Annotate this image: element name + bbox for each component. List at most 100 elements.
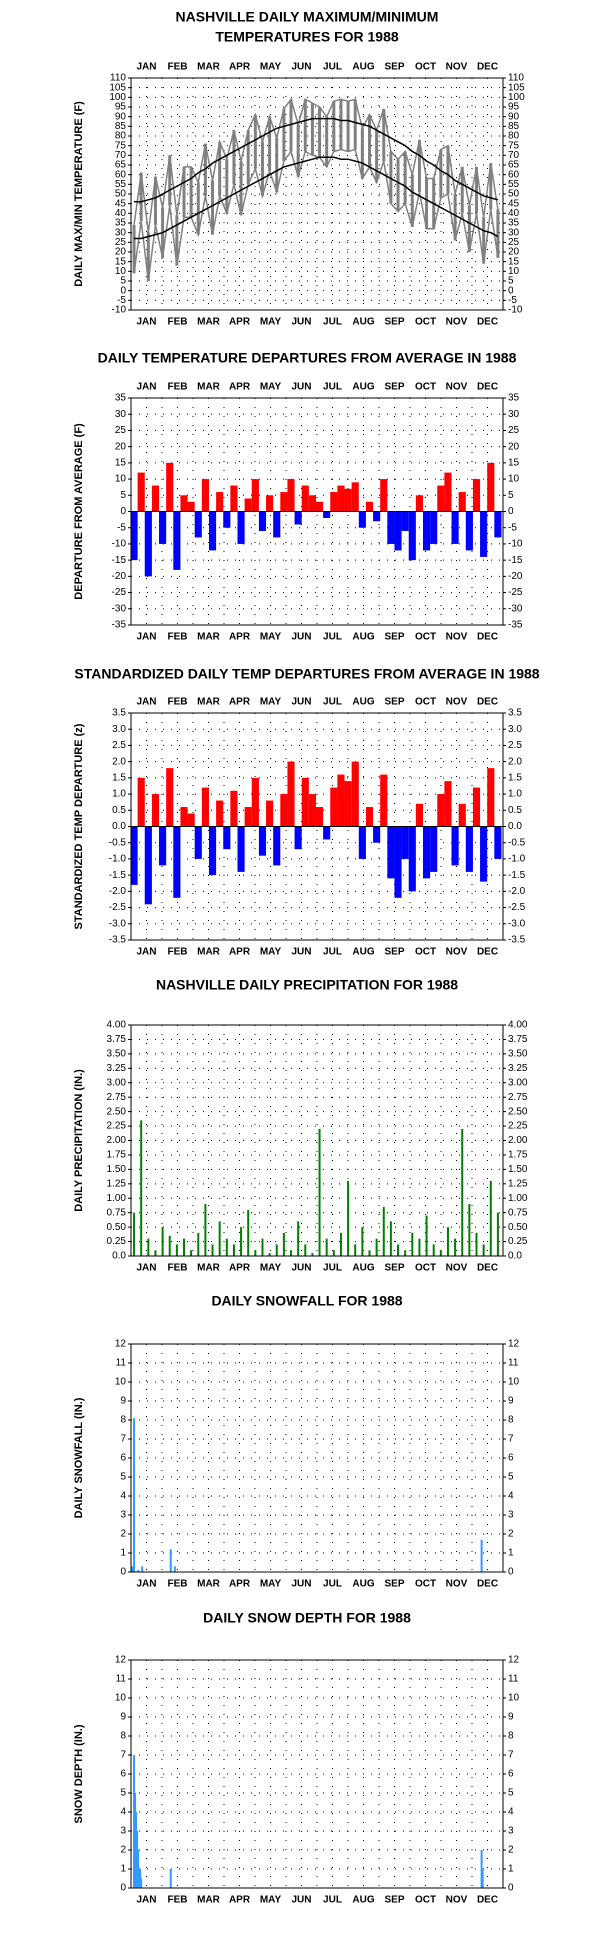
month-label: DEC: [477, 632, 498, 643]
month-label: FEB: [168, 1579, 188, 1590]
month-label: JUL: [323, 317, 342, 328]
chart-title: DAILY SNOW DEPTH FOR 1988: [203, 1610, 411, 1626]
series-line: [134, 117, 499, 203]
y-tick-label: 55: [115, 179, 127, 190]
bar: [315, 501, 324, 512]
y-axis-label: SNOW DEPTH (IN.): [73, 1724, 85, 1823]
y-axis-label: DAILY PRECIPITATION (IN.): [73, 1069, 85, 1212]
bar: [389, 1221, 392, 1256]
chart-title: STANDARDIZED DAILY TEMP DEPARTURES FROM …: [74, 666, 539, 682]
y-tick-label: 1: [120, 1548, 126, 1559]
y-tick-label: 100: [109, 92, 126, 103]
y-tick-label: 2: [120, 1529, 126, 1540]
bar: [465, 826, 473, 872]
month-label-top: MAR: [197, 382, 221, 393]
month-label-top: JAN: [136, 382, 156, 393]
y-tick-label-right: 1: [508, 1548, 514, 1559]
bar: [166, 768, 174, 827]
bar: [187, 813, 195, 827]
bar: [244, 498, 252, 512]
y-tick-label: 10: [115, 1377, 127, 1388]
month-label: DEC: [477, 1263, 498, 1274]
y-tick-label: 3.5: [112, 708, 126, 719]
y-tick-label: 10: [115, 1693, 127, 1704]
bar: [408, 826, 416, 892]
bar: [444, 781, 452, 827]
y-tick-label-right: 30: [508, 409, 520, 420]
y-tick-label-right: 30: [508, 227, 520, 238]
y-tick-label-right: 4: [508, 1807, 514, 1818]
month-label-top: APR: [229, 697, 251, 708]
month-label: MAY: [260, 632, 282, 643]
bar: [204, 1204, 207, 1256]
bar: [487, 462, 495, 512]
y-tick-label-right: -30: [508, 603, 523, 614]
bar: [194, 511, 202, 538]
month-label: DEC: [477, 947, 498, 958]
month-label: AUG: [352, 1263, 374, 1274]
plot-frame: [130, 1024, 504, 1257]
y-tick-label-right: 8: [508, 1731, 514, 1742]
y-tick-label: -10: [112, 305, 127, 316]
bar: [387, 511, 395, 544]
month-label-top: APR: [229, 62, 251, 73]
bar: [404, 1250, 407, 1256]
bar: [387, 826, 395, 879]
y-tick-label: -35: [112, 620, 127, 631]
month-label: MAR: [197, 1579, 221, 1590]
month-label: OCT: [415, 1895, 436, 1906]
y-tick-label: 15: [115, 256, 127, 267]
y-tick-label-right: 7: [508, 1750, 514, 1761]
bar: [133, 1418, 136, 1572]
bar: [308, 794, 316, 827]
y-tick-label: 11: [116, 1358, 127, 1369]
y-tick-label: 1.25: [107, 1178, 127, 1189]
bar: [461, 1128, 464, 1256]
bar: [208, 826, 217, 876]
month-label-top: DEC: [477, 62, 498, 73]
y-tick-label-right: 2.75: [508, 1092, 528, 1103]
bar: [225, 1238, 228, 1256]
bar: [382, 1206, 385, 1256]
bar: [230, 790, 238, 827]
bar: [280, 794, 288, 827]
month-label: JAN: [136, 632, 156, 643]
y-tick-label-right: 0.0: [508, 821, 522, 832]
y-tick-label-right: 20: [508, 247, 520, 258]
month-label: APR: [229, 1579, 251, 1590]
y-tick-label-right: 10: [508, 474, 520, 485]
bar: [468, 1204, 471, 1256]
bar: [137, 1570, 140, 1572]
bar: [425, 1215, 428, 1256]
month-label-top: SEP: [384, 697, 404, 708]
month-label-top: JUL: [323, 697, 342, 708]
y-tick-label: 45: [115, 198, 127, 209]
month-label: MAR: [197, 632, 221, 643]
bar: [458, 492, 466, 512]
plot-frame: [130, 397, 504, 626]
y-tick-label: 2.25: [107, 1121, 127, 1132]
y-tick-label: 1.00: [107, 1193, 127, 1204]
y-tick-label-right: 9: [508, 1396, 514, 1407]
y-tick-label: 4.00: [107, 1020, 127, 1031]
bar: [481, 1869, 484, 1888]
y-tick-label: 25: [115, 425, 127, 436]
bar: [138, 1869, 141, 1888]
y-tick-label-right: 95: [508, 102, 520, 113]
y-tick-label: 40: [115, 208, 127, 219]
y-tick-label: 65: [115, 160, 127, 171]
y-tick-label: -3.0: [109, 918, 127, 929]
y-tick-label: 0.0: [112, 1251, 126, 1262]
y-tick-label-right: -0.5: [508, 837, 526, 848]
bar: [422, 511, 431, 551]
month-label: MAR: [197, 317, 221, 328]
bar: [397, 1244, 400, 1256]
bar: [180, 495, 188, 512]
y-tick-label: -2.5: [109, 902, 127, 913]
bar: [347, 1180, 350, 1256]
y-axis-label: DAILY SNOWFALL (IN.): [73, 1397, 85, 1518]
month-label: APR: [229, 1895, 251, 1906]
bar: [415, 803, 423, 827]
bar: [375, 1238, 378, 1256]
month-label-top: JAN: [136, 697, 156, 708]
